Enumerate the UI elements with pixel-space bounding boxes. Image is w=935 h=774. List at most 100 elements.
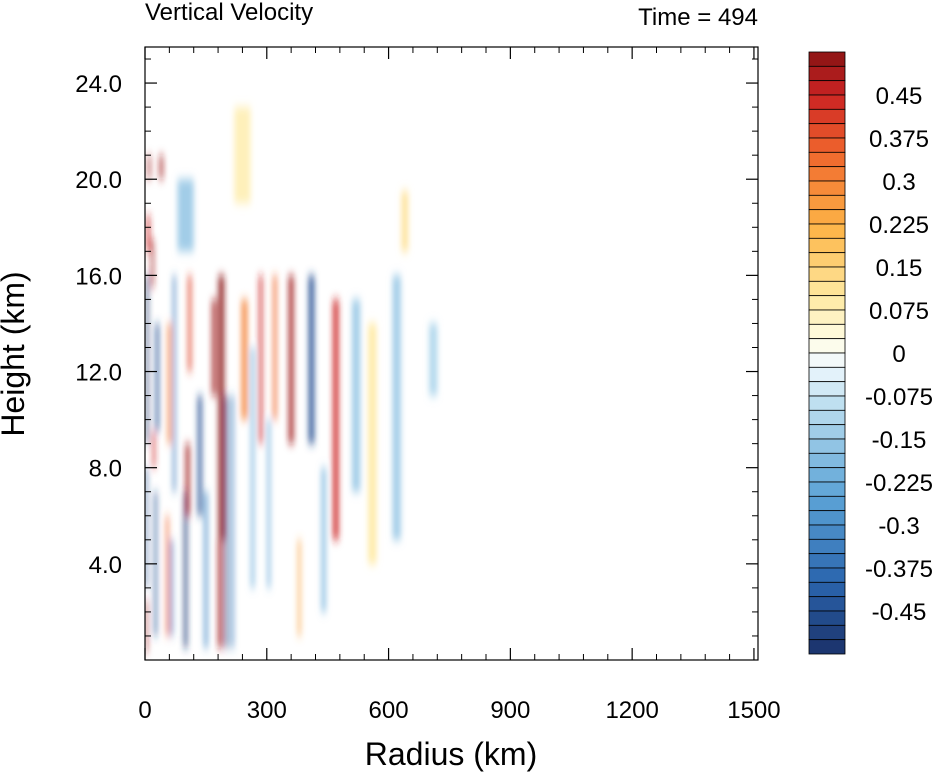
heatmap-band bbox=[211, 299, 217, 396]
colorbar-label: -0.45 bbox=[872, 599, 927, 626]
heatmap-band bbox=[231, 395, 234, 648]
colorbar-label: 0.15 bbox=[876, 255, 923, 282]
colorbar-label: -0.225 bbox=[865, 470, 933, 497]
y-tick-label: 8.0 bbox=[89, 456, 122, 483]
colorbar-label: 0.3 bbox=[882, 169, 915, 196]
heatmap-band bbox=[188, 275, 192, 372]
colorbar-box bbox=[808, 381, 846, 397]
colorbar-box bbox=[808, 166, 846, 182]
heatmap-band bbox=[308, 275, 315, 444]
colorbar-box bbox=[808, 452, 846, 469]
colorbar-label: 0 bbox=[892, 341, 905, 368]
heatmap-band bbox=[155, 323, 159, 432]
heatmap-band bbox=[250, 347, 255, 588]
colorbar-box bbox=[808, 137, 846, 153]
colorbar-box bbox=[808, 209, 846, 225]
heatmap-band bbox=[218, 275, 225, 540]
colorbar-box bbox=[808, 237, 846, 254]
colorbar-box bbox=[808, 624, 846, 641]
heatmap-band bbox=[151, 239, 154, 288]
colorbar-box bbox=[808, 151, 846, 168]
heatmap-band bbox=[159, 155, 163, 180]
colorbar-box bbox=[808, 352, 846, 368]
heatmap-band bbox=[241, 299, 248, 420]
colorbar-label: 0.075 bbox=[869, 298, 929, 325]
heatmap-band bbox=[173, 275, 176, 492]
heatmap-band bbox=[352, 299, 361, 492]
plot-frame bbox=[144, 46, 759, 661]
colorbar-label: -0.15 bbox=[872, 427, 927, 454]
heatmap-band bbox=[147, 155, 151, 180]
colorbar-box bbox=[808, 424, 846, 440]
y-axis-label: Height (km) bbox=[0, 271, 31, 436]
colorbar-box bbox=[808, 553, 846, 569]
y-tick-label: 24.0 bbox=[75, 71, 122, 98]
heatmap-band bbox=[368, 323, 377, 564]
heatmap-band bbox=[273, 275, 277, 420]
heatmap-band bbox=[167, 323, 171, 444]
heatmap-band bbox=[224, 395, 228, 648]
colorbar-box bbox=[808, 80, 846, 96]
colorbar-box bbox=[808, 280, 846, 297]
colorbar-box bbox=[808, 94, 846, 110]
colorbar-box bbox=[808, 610, 846, 626]
colorbar-box bbox=[808, 338, 846, 354]
colorbar-box bbox=[808, 180, 846, 196]
heatmap-band bbox=[166, 515, 169, 636]
heatmap-band bbox=[234, 107, 251, 204]
colorbar-box bbox=[808, 252, 846, 268]
colorbar-box bbox=[808, 194, 846, 211]
colorbar-box bbox=[808, 266, 846, 282]
y-tick-label: 20.0 bbox=[75, 167, 122, 194]
heatmap-band bbox=[146, 215, 150, 252]
heatmap-band bbox=[152, 431, 156, 468]
colorbar-label: -0.075 bbox=[865, 384, 933, 411]
colorbar-box bbox=[808, 223, 846, 239]
colorbar-box bbox=[808, 51, 846, 67]
colorbar-box bbox=[808, 309, 846, 325]
chart-title: Vertical Velocity bbox=[145, 0, 313, 26]
colorbar-box bbox=[808, 295, 846, 311]
colorbar-label: 0.375 bbox=[869, 126, 929, 153]
colorbar-box bbox=[808, 108, 846, 125]
colorbar-box bbox=[808, 510, 846, 526]
x-tick-label: 0 bbox=[138, 697, 151, 724]
heatmap-band bbox=[267, 419, 271, 588]
colorbar-box bbox=[808, 409, 846, 426]
heatmap-band bbox=[145, 599, 148, 653]
x-tick-label: 600 bbox=[369, 697, 409, 724]
x-tick-label: 900 bbox=[490, 697, 530, 724]
y-tick-label: 16.0 bbox=[75, 263, 122, 290]
colorbar-box bbox=[808, 323, 846, 340]
colorbar-box bbox=[808, 438, 846, 454]
x-tick-label: 1200 bbox=[605, 697, 658, 724]
heatmap-band bbox=[197, 395, 202, 516]
heatmap-band bbox=[429, 323, 438, 396]
colorbar-box bbox=[808, 123, 846, 139]
y-tick-label: 12.0 bbox=[75, 360, 122, 387]
colorbar-box bbox=[808, 596, 846, 612]
heatmap-band bbox=[204, 491, 208, 648]
x-axis-label: Radius (km) bbox=[365, 736, 537, 772]
colorbar-box bbox=[808, 395, 846, 411]
colorbar-box bbox=[808, 366, 846, 383]
heatmap-band bbox=[332, 299, 339, 540]
heatmap-band bbox=[392, 275, 401, 540]
colorbar-box bbox=[808, 524, 846, 540]
colorbar-box bbox=[808, 567, 846, 583]
chart-time-label: Time = 494 bbox=[638, 4, 758, 31]
heatmap-field bbox=[145, 107, 438, 653]
colorbar-box bbox=[808, 639, 846, 655]
colorbar-box bbox=[808, 495, 846, 512]
heatmap-band bbox=[145, 275, 149, 444]
colorbar-box bbox=[808, 481, 846, 497]
heatmap-band bbox=[259, 275, 263, 444]
colorbar-label: 0.225 bbox=[869, 212, 929, 239]
heatmap-band bbox=[185, 443, 190, 516]
heatmap-band bbox=[177, 179, 194, 252]
heatmap-band bbox=[183, 491, 188, 648]
heatmap-band bbox=[288, 275, 294, 444]
heatmap-band bbox=[298, 539, 301, 636]
heatmap-band bbox=[218, 539, 223, 648]
